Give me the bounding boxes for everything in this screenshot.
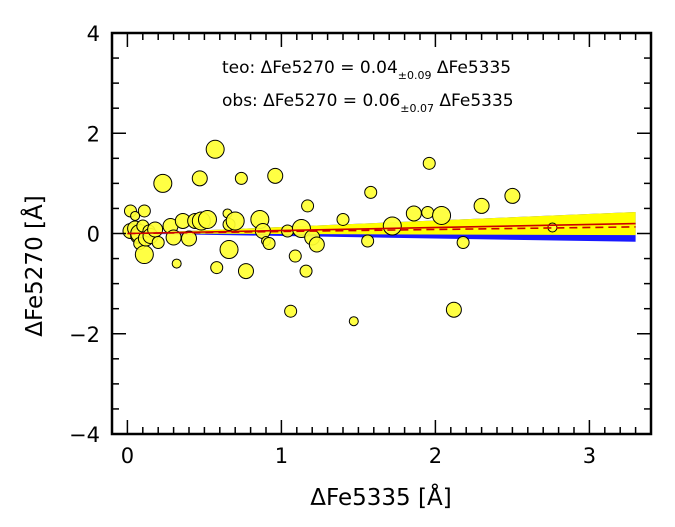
x-tick-label: 3 [583,444,596,468]
data-point-53 [422,156,436,170]
x-tick-label: 1 [275,444,288,468]
data-point-57 [473,197,490,214]
y-tick-label: 2 [87,122,100,146]
annotation-teo-err: ±0.09 [398,69,432,82]
data-point-22 [191,170,208,187]
fit-bands [127,211,636,242]
annotation-teo-prefix: teo: ΔFe5270 = [222,58,360,78]
annotation-obs-err: ±0.07 [400,102,434,115]
x-axis-label: ΔFe5335 [Å] [310,483,451,511]
data-point-30 [225,211,245,231]
data-point-40 [288,249,302,263]
y-tick-label: −4 [69,423,100,447]
data-point-15 [153,173,173,193]
data-point-31 [234,171,248,185]
data-point-12 [147,221,164,238]
axis-ticks [112,32,652,435]
data-point-47 [348,316,359,327]
data-point-58 [504,187,521,204]
data-point-45 [308,236,325,253]
data-point-46 [336,212,350,226]
annotation-teo-coef: 0.04 [360,58,398,78]
y-axis-label: ΔFe5270 [Å] [20,195,48,336]
annotation-obs-suffix: ΔFe5335 [434,91,514,111]
tick-labels: 0 1 2 3 4 2 0 −2 −4 [69,22,596,468]
data-point-36 [262,237,276,251]
annotation-obs: obs: ΔFe5270 = 0.06±0.07 ΔFe5335 [222,91,514,115]
data-points [122,139,558,327]
fit-lines [127,222,636,235]
data-point-56 [456,236,470,250]
data-point-26 [210,261,224,275]
data-point-20 [181,230,197,247]
annotation-obs-prefix: obs: ΔFe5270 = [222,91,362,111]
fit-band-0 [127,211,636,236]
data-point-18 [171,258,182,269]
annotation-obs-coef: 0.06 [362,91,400,111]
x-tick-label: 2 [429,444,442,468]
data-point-8 [134,245,154,265]
annotation-teo-suffix: ΔFe5335 [432,58,512,78]
data-point-13 [151,236,165,250]
data-point-52 [421,205,435,219]
y-tick-label: 0 [87,223,100,247]
data-point-49 [364,185,378,199]
data-point-24 [197,209,217,229]
y-tick-label: 4 [87,22,100,46]
x-tick-label: 0 [121,444,134,468]
data-point-1 [130,210,141,221]
data-point-43 [301,199,315,213]
data-point-51 [405,205,422,222]
y-tick-label: −2 [69,323,100,347]
data-point-37 [267,167,284,184]
data-point-42 [299,264,313,278]
data-point-14 [137,204,151,218]
data-point-50 [382,216,402,236]
data-point-32 [237,263,254,280]
data-point-39 [284,304,298,318]
data-point-25 [205,139,225,159]
data-point-55 [445,301,462,318]
fit-line-1 [127,226,636,235]
annotation-teo: teo: ΔFe5270 = 0.04±0.09 ΔFe5335 [222,58,511,82]
data-point-29 [219,240,239,260]
data-point-54 [432,205,452,225]
data-point-48 [361,234,375,248]
